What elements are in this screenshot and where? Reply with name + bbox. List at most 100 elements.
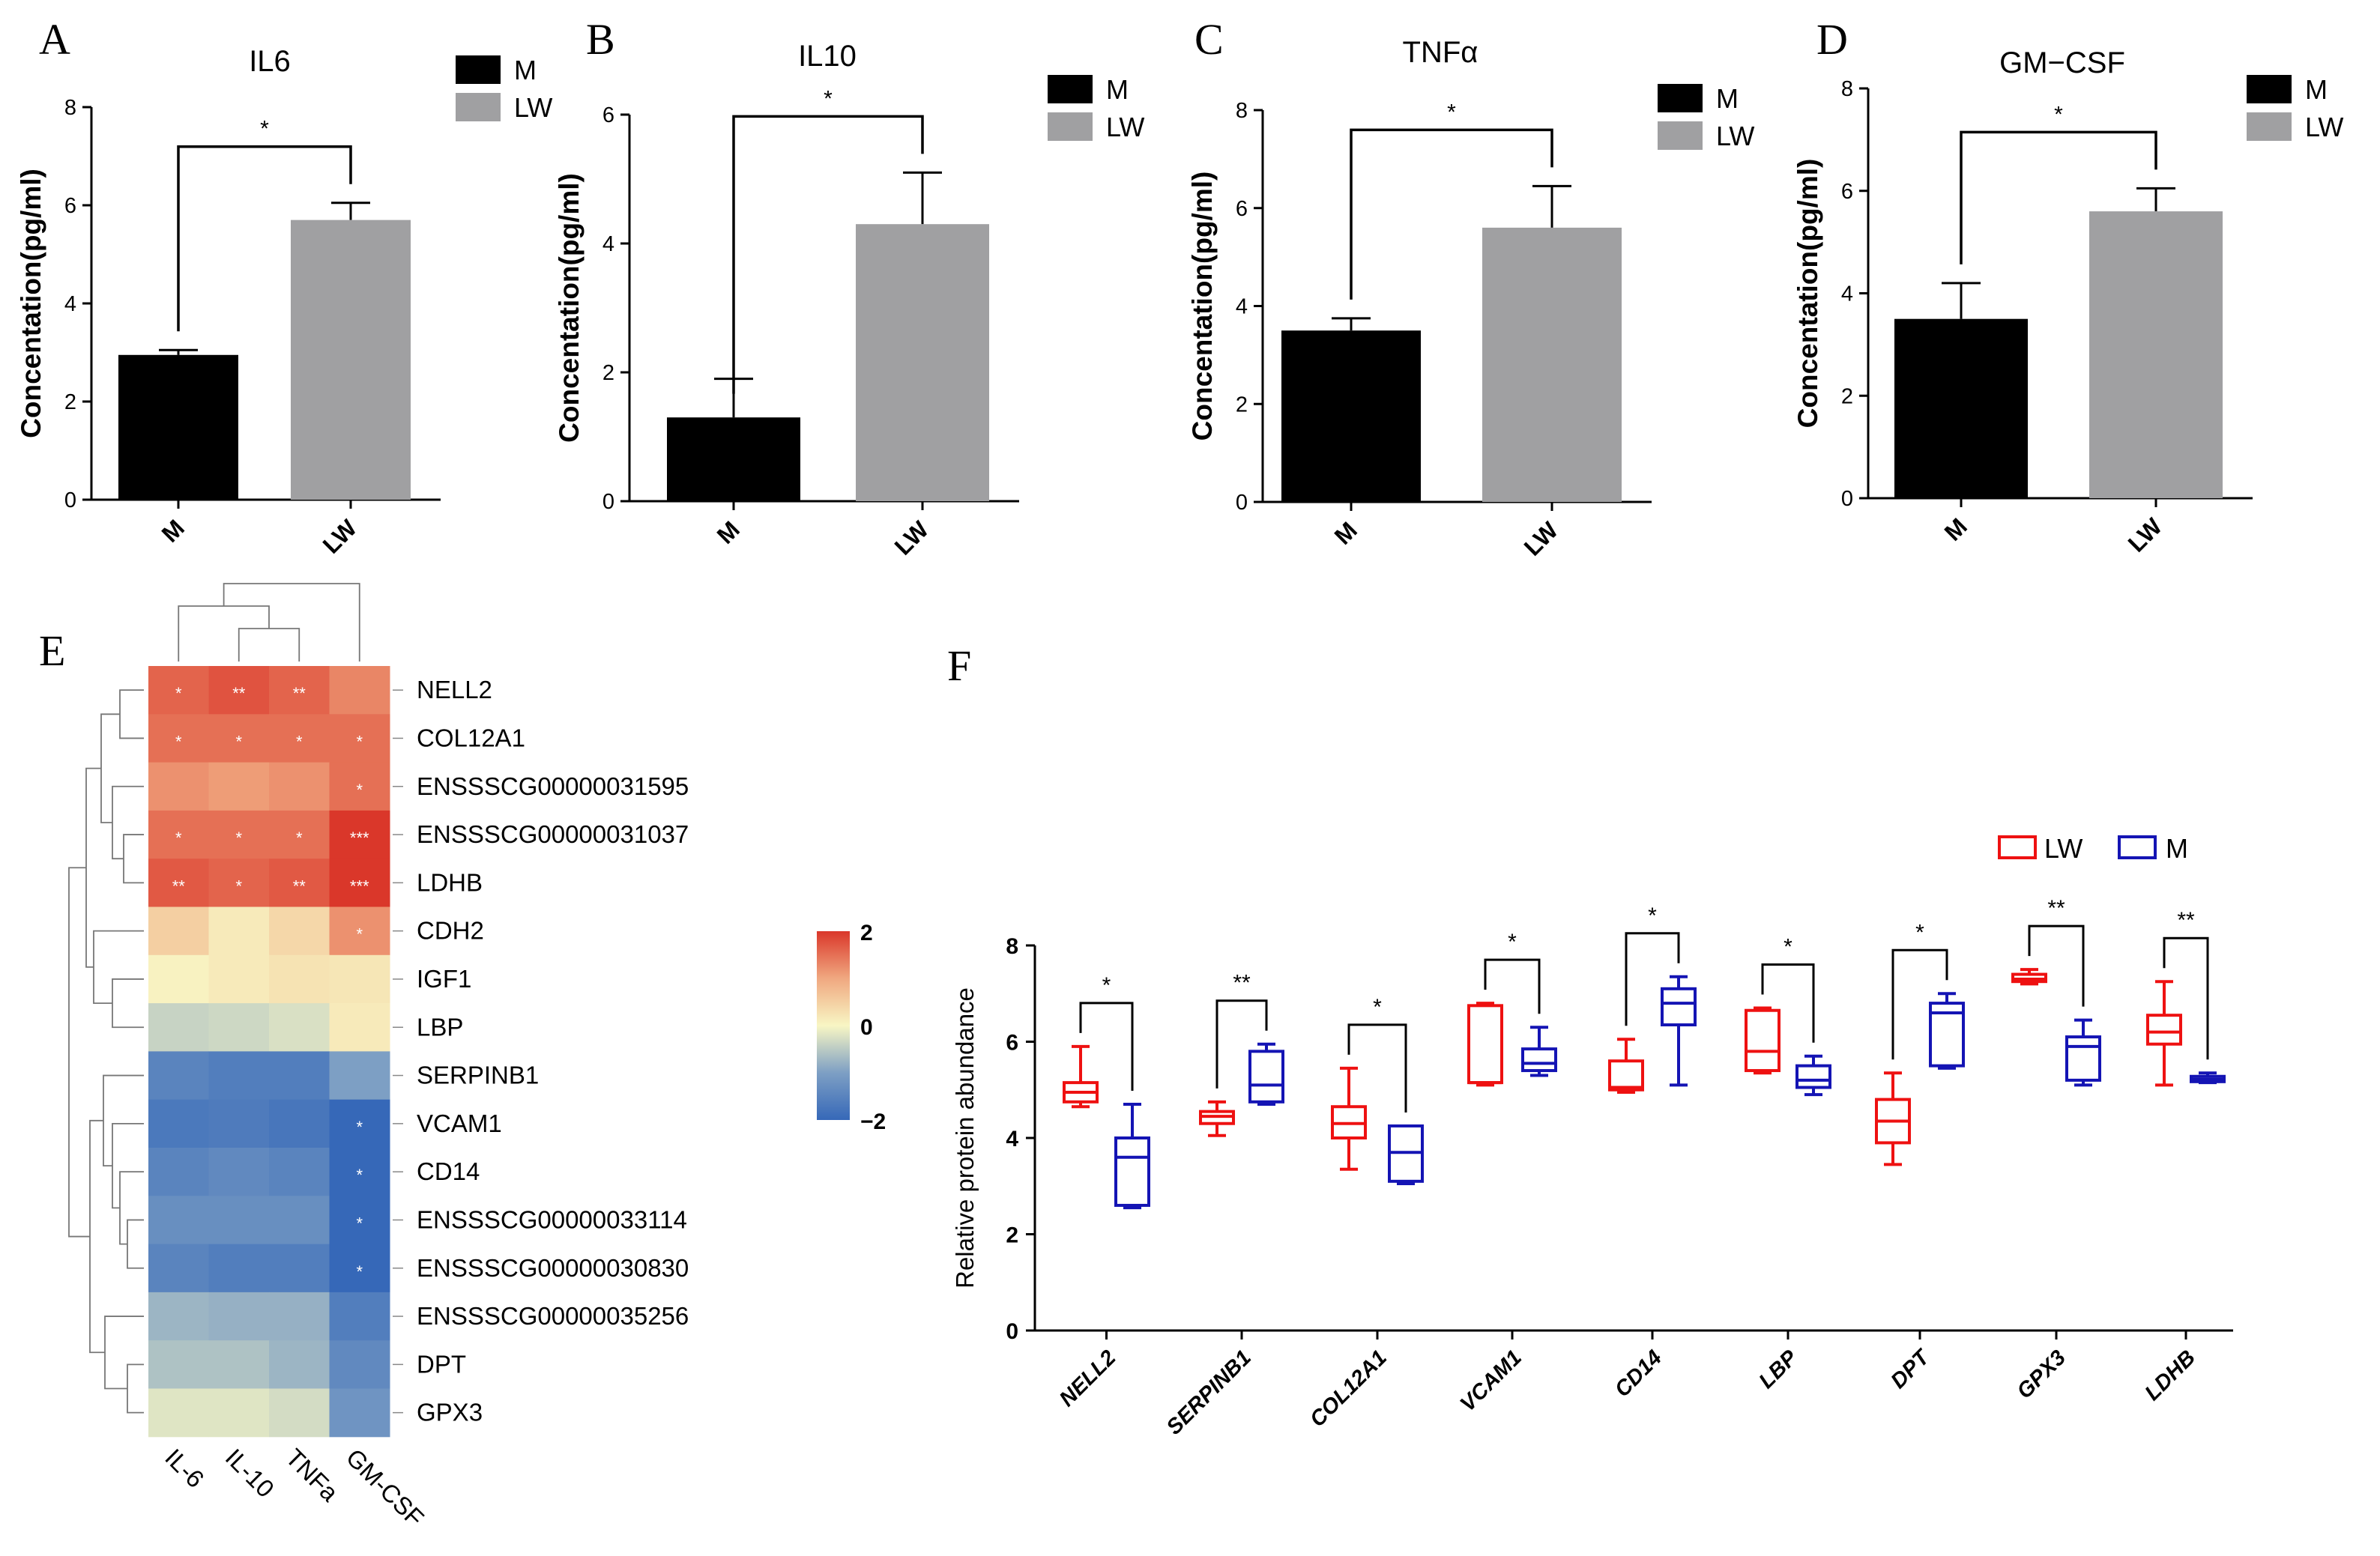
heatmap-cell: [329, 859, 390, 907]
heatmap-cell: [208, 810, 270, 859]
heatmap-cell: [329, 1051, 390, 1101]
legend-swatch-lw: [456, 93, 501, 121]
significance-star: *: [1508, 930, 1517, 954]
y-tick-label: 6: [1841, 180, 1853, 204]
panel-letter-e: E: [39, 626, 65, 675]
heatmap-star: *: [175, 829, 182, 847]
x-tick-label: CD14: [1610, 1345, 1667, 1402]
x-tick-label: VCAM1: [1456, 1345, 1526, 1416]
heatmap-cell: [329, 1244, 390, 1293]
legend-swatch-lw: [1048, 112, 1093, 141]
heatmap-cell: [208, 1196, 270, 1245]
heatmap-star: *: [356, 781, 363, 799]
legend-label-m: M: [1716, 83, 1739, 114]
heatmap-row-label: LBP: [417, 1013, 463, 1041]
heatmap-star: **: [293, 684, 306, 703]
legend-label-m: M: [514, 55, 537, 85]
heatmap-cell: [148, 859, 209, 907]
boxplot-chart: 0 2 4 6 8 Relative protein abundance NELL2 * SER…: [951, 833, 2233, 1440]
legend-swatch-m: [1048, 75, 1093, 103]
y-tick-label: 2: [1841, 384, 1853, 408]
heatmap-column-label: TNFa: [280, 1444, 344, 1507]
y-axis-label: Concentation(pg/ml): [554, 173, 585, 443]
y-tick-label: 6: [1236, 197, 1248, 221]
row-dendrogram-branch: [100, 713, 120, 823]
heatmap-cell: [208, 1051, 270, 1101]
heatmap-cell: [269, 1340, 330, 1389]
bar-m: [1894, 318, 2028, 498]
heatmap-cell: [208, 762, 270, 811]
heatmap-row-label: IGF1: [417, 965, 471, 993]
box-m-box: [1521, 1047, 1557, 1073]
y-axis-label: Concentation(pg/ml): [16, 169, 46, 438]
y-tick-label: 2: [64, 390, 76, 414]
heatmap-star: *: [235, 829, 242, 847]
heatmap-star: *: [356, 1118, 363, 1136]
row-dendrogram-branch: [68, 867, 90, 1238]
colorbar-tick-label: 0: [860, 1015, 873, 1040]
x-tick-label: M: [1329, 516, 1362, 549]
y-tick-label: 8: [1841, 77, 1853, 101]
heatmap-cell: [208, 1099, 270, 1148]
row-dendrogram-branch: [89, 1119, 105, 1354]
heatmap-star: ***: [350, 829, 369, 847]
x-tick-label: NELL2: [1055, 1345, 1121, 1411]
x-tick-label: M: [712, 515, 745, 548]
legend-label-lw: LW: [514, 92, 552, 123]
heatmap-star: *: [175, 732, 182, 751]
y-axis-label: Concentation(pg/ml): [1187, 172, 1218, 441]
heatmap-cell: [329, 714, 390, 763]
heatmap-cell: [208, 954, 270, 1004]
legend-swatch-m: [2118, 835, 2157, 859]
heatmap-row-label: ENSSSCG00000030830: [417, 1254, 689, 1282]
row-dendrogram-branch: [119, 1171, 144, 1245]
significance-star: *: [1648, 903, 1657, 928]
y-tick-label: 4: [1841, 282, 1853, 306]
chart-title: TNFα: [1403, 36, 1479, 69]
significance-bracket: [1761, 963, 1815, 1043]
significance-bracket: [1625, 932, 1680, 1026]
heatmap-cell: [329, 1340, 390, 1389]
significance-bracket: [1347, 1023, 1407, 1112]
heatmap-cell: [148, 1003, 209, 1052]
heatmap-star: *: [356, 925, 363, 944]
heatmap-star: *: [296, 829, 303, 847]
heatmap-cell: [148, 1388, 209, 1438]
box-m-box: [1795, 1064, 1831, 1089]
heatmap-cell: [208, 859, 270, 907]
legend-swatch-m: [2247, 75, 2292, 103]
heatmap-row-label: VCAM1: [417, 1110, 502, 1137]
heatmap-cell: [269, 1244, 330, 1293]
heatmap-cell: [269, 1388, 330, 1438]
legend-label-lw: LW: [1106, 112, 1144, 142]
row-dendrogram-branch: [104, 1316, 144, 1390]
heatmap-row-label: SERPINB1: [417, 1062, 539, 1089]
heatmap-cell: [269, 1196, 330, 1245]
significance-star: *: [1373, 995, 1382, 1020]
box-m-box: [1661, 987, 1697, 1027]
heatmap-cell: [269, 810, 330, 859]
x-tick-label: COL12A1: [1305, 1345, 1392, 1432]
bar-chart-tnfa: TNFα Concentation(pg/ml) 0 2 4 6 8 M LW * M LW: [1187, 36, 1754, 561]
y-tick-label: 4: [1006, 1127, 1018, 1151]
box-m-box: [1114, 1136, 1150, 1207]
column-dendrogram-branch: [178, 605, 270, 662]
y-tick-label: 0: [1006, 1319, 1018, 1344]
significance-star: *: [260, 117, 269, 142]
heatmap-row-label: CD14: [417, 1157, 480, 1185]
bar-lw: [291, 220, 411, 500]
row-dendrogram-branch: [123, 834, 144, 884]
heatmap-cell: [148, 1099, 209, 1148]
row-dendrogram-branch: [112, 978, 144, 1029]
significance-star: **: [2177, 908, 2195, 933]
heatmap-cell: [148, 762, 209, 811]
heatmap-cell: [148, 954, 209, 1004]
significance-star: *: [1784, 935, 1792, 960]
heatmap-cell: [269, 1051, 330, 1101]
row-dendrogram-branch: [93, 930, 144, 1004]
heatmap-cell: [208, 666, 270, 715]
bar-lw: [2089, 211, 2223, 498]
bar-chart-il6: IL6 Concentation(pg/ml) 0 2 4 6 8 M LW * M LW: [16, 45, 552, 559]
y-axis-label: Relative protein abundance: [951, 987, 979, 1289]
